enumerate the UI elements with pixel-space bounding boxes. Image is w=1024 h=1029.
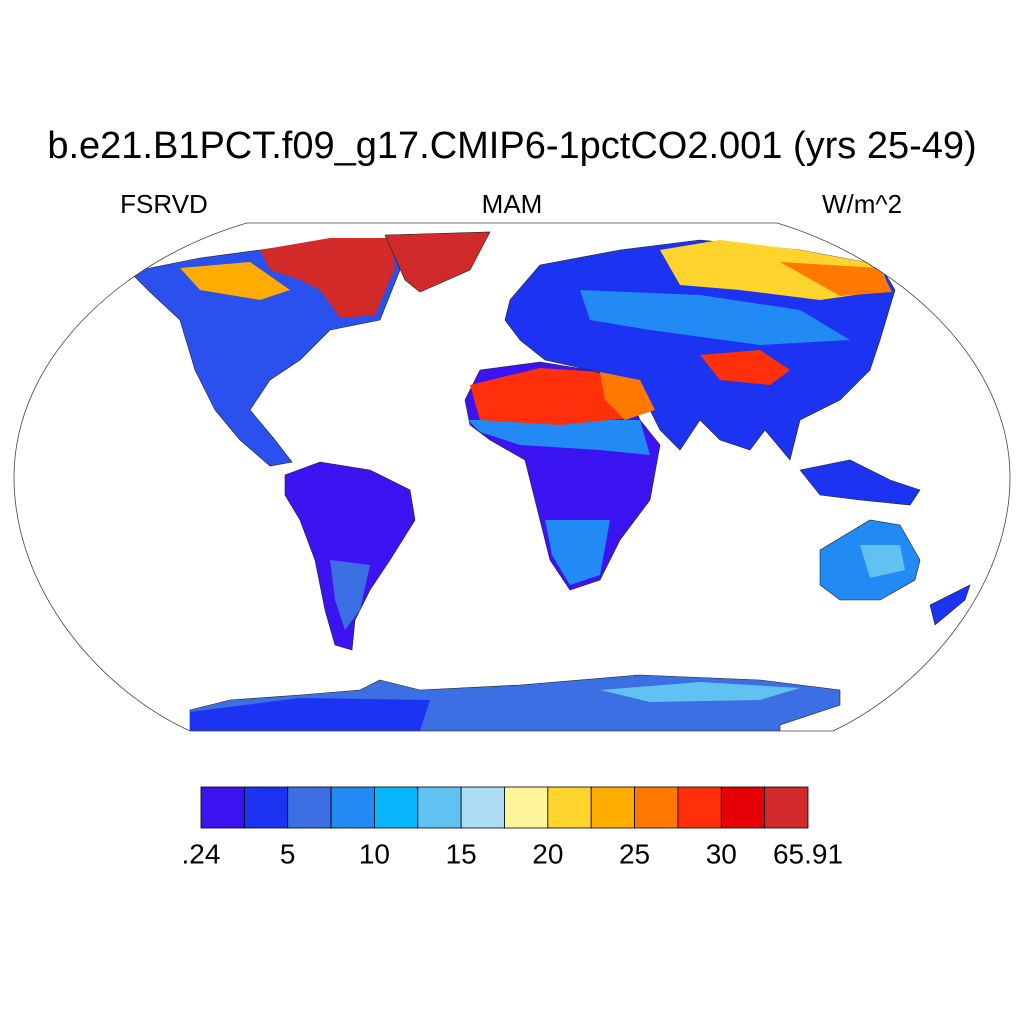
colorbar-box [374, 786, 419, 829]
title: b.e21.B1PCT.f09_g17.CMIP6-1pctCO2.001 (y… [47, 125, 976, 167]
colorbar-box [590, 786, 635, 829]
colorbar-label: .24 [182, 838, 221, 869]
center-string: MAM [482, 189, 543, 219]
map [129, 231, 971, 731]
colorbar-label: 5 [280, 838, 296, 869]
colorbar-label: 10 [359, 838, 390, 869]
colorbar-box [504, 786, 549, 829]
colorbar-box [200, 786, 245, 829]
colorbar-box [417, 786, 462, 829]
colorbar-label: 30 [706, 838, 737, 869]
colorbar: .24 5 10 15 20 25 30 65.91 [182, 786, 843, 869]
right-string: W/m^2 [822, 189, 902, 219]
colorbar-label: 20 [532, 838, 563, 869]
colorbar-box [243, 786, 289, 829]
colorbar-label: 15 [446, 838, 477, 869]
colorbar-label: 25 [619, 838, 650, 869]
colorbar-box [764, 786, 809, 829]
colorbar-box [720, 786, 766, 829]
colorbar-box [634, 786, 679, 829]
colorbar-box [547, 786, 592, 829]
colorbar-box [460, 786, 505, 829]
colorbar-box [287, 786, 332, 829]
colorbar-box [330, 786, 375, 829]
left-string: FSRVD [120, 189, 208, 219]
map-outline [13, 222, 1011, 732]
colorbar-box [677, 786, 722, 829]
colorbar-label: 65.91 [773, 838, 843, 869]
